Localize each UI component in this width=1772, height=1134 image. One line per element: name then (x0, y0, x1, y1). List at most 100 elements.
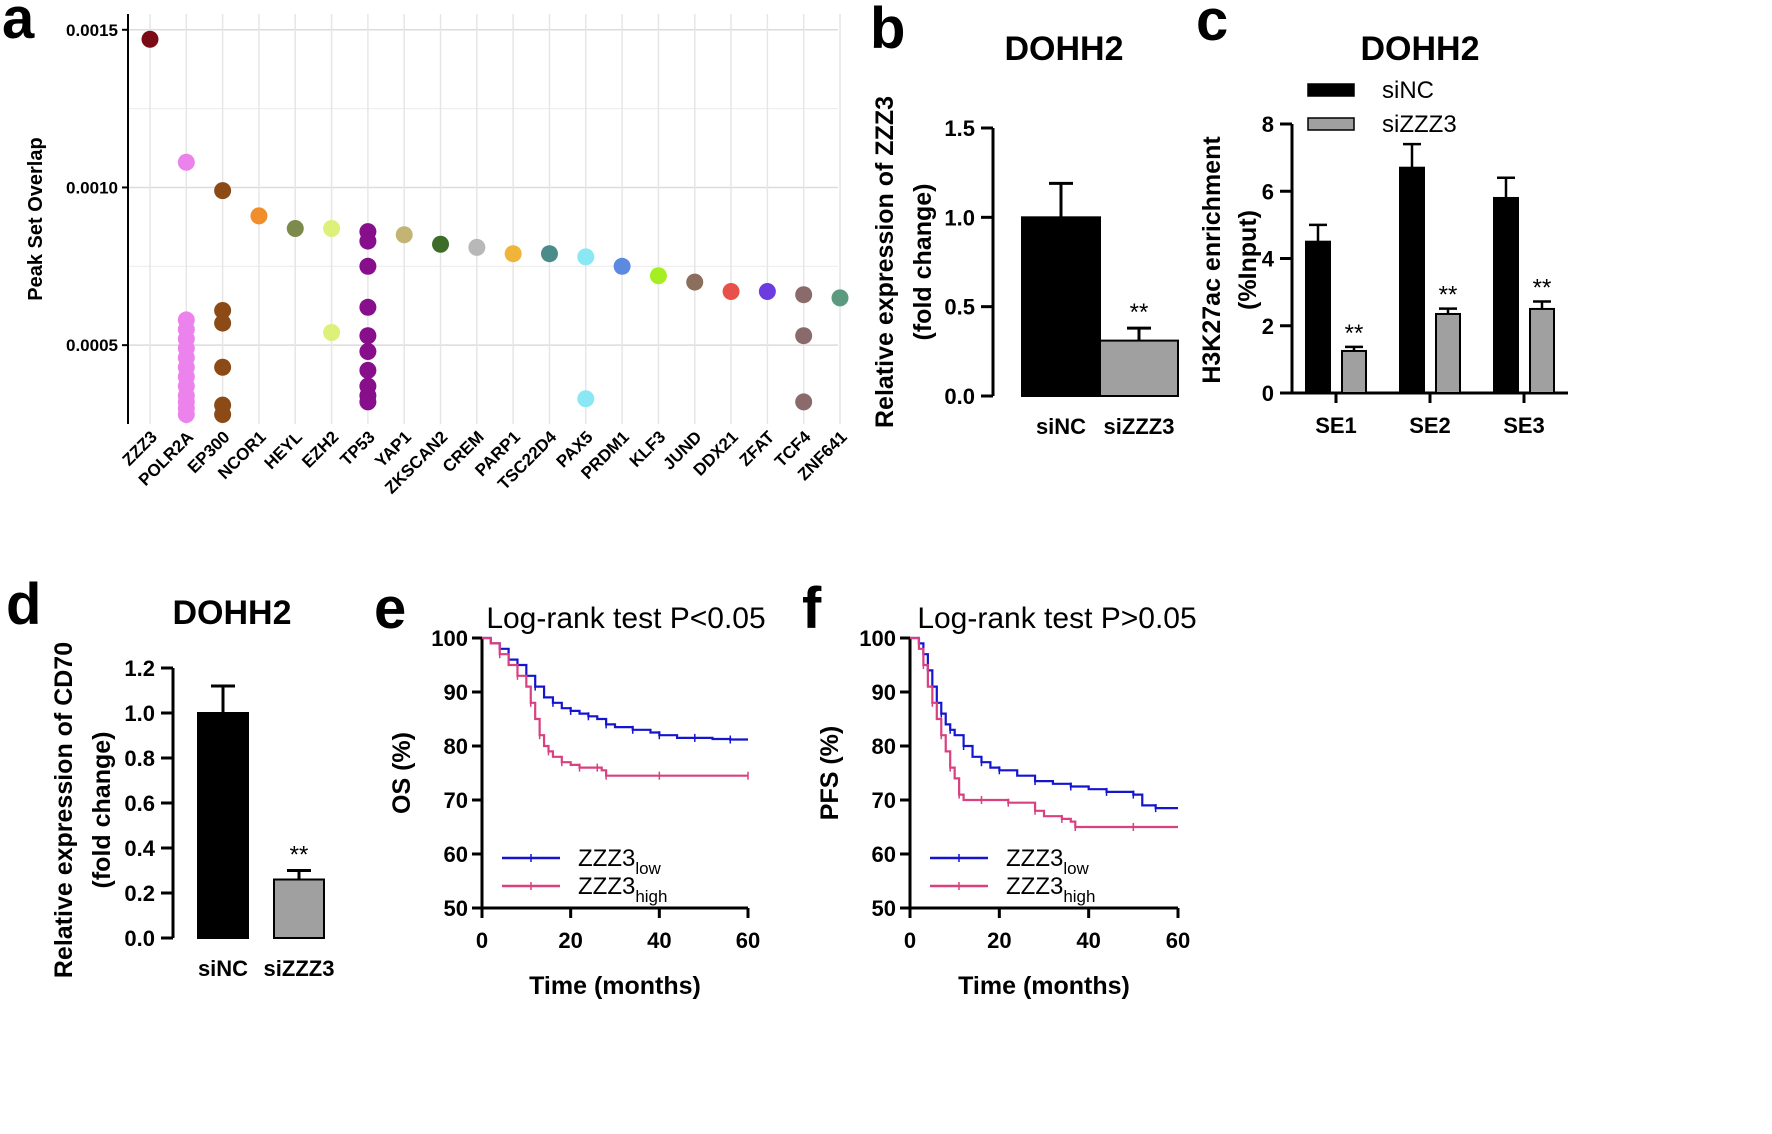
y-tick-label-c-0: 0 (1262, 381, 1274, 406)
dot-TP53-1 (359, 232, 377, 250)
dot-PAX5-1 (577, 390, 595, 408)
y-tick-label-d-3: 0.6 (124, 791, 155, 816)
y-tick-label-b-0: 0.0 (944, 384, 975, 409)
y-tick-label-d-5: 1.0 (124, 701, 155, 726)
y-tick-label-c-2: 4 (1262, 247, 1275, 272)
dot-JUND-0 (686, 273, 704, 291)
x-tick-label-f-0: 0 (904, 928, 916, 953)
x-tick-label-a-ZFAT: ZFAT (736, 427, 779, 470)
x-axis-label-f: Time (months) (958, 972, 1130, 1000)
y-tick-label-e-0: 50 (444, 896, 468, 921)
y-tick-label-c-1: 2 (1262, 314, 1274, 339)
panel-b-bar-chart: DOHH2 0.0 0.5 1.0 1.5 siNC ** siZZZ3 Relative ex… (871, 30, 1179, 439)
x-tick-label-a-HEYL: HEYL (261, 427, 306, 472)
sig-d-siZZZ3: ** (290, 842, 309, 869)
dot-YAP1-0 (395, 226, 413, 244)
y-tick-label-b-2: 1.0 (944, 205, 975, 230)
bar-b-siNC (1021, 216, 1101, 397)
y-tick-label-e-1: 60 (444, 842, 468, 867)
panel-label-e: e (374, 576, 406, 641)
x-tick-label-e-3: 60 (736, 928, 760, 953)
y-axis-label-f: PFS (%) (816, 726, 844, 820)
panel-label-b: b (870, 0, 905, 61)
legend-subscript-e-low: low (635, 859, 661, 878)
bar-d-siZZZ3 (273, 878, 325, 939)
x-tick-label-c-SE1: SE1 (1315, 413, 1357, 438)
dot-NCOR1-0 (250, 207, 268, 225)
dot-EZH2-1 (323, 324, 341, 342)
y-tick-label-a-2: 0.0015 (66, 21, 118, 40)
dot-EP300-1 (214, 301, 232, 319)
sig-c-SE2: ** (1439, 282, 1458, 309)
km-line-f-low (910, 636, 1178, 810)
x-tick-label-f-1: 20 (987, 928, 1011, 953)
y-tick-label-f-4: 90 (872, 680, 896, 705)
x-tick-label-d-siNC: siNC (198, 956, 248, 981)
y-tick-label-d-1: 0.2 (124, 881, 155, 906)
y-tick-label-c-3: 6 (1262, 179, 1274, 204)
bar-d-siNC (197, 712, 249, 939)
dot-EZH2-0 (323, 219, 341, 237)
panel-label-a: a (2, 0, 35, 51)
y-axis-label-a: Peak Set Overlap (25, 137, 47, 300)
panel-label-c: c (1196, 0, 1228, 53)
dot-EP300-0 (214, 182, 232, 200)
sig-c-SE3: ** (1533, 275, 1552, 302)
dot-EP300-3 (214, 358, 232, 376)
x-tick-label-a-EZH2: EZH2 (298, 427, 342, 471)
dot-KLF3-0 (649, 267, 667, 285)
dot-CREM-0 (468, 238, 486, 256)
panel-label-f: f (802, 576, 822, 641)
x-tick-label-c-SE2: SE2 (1409, 413, 1451, 438)
dot-TP53-6 (359, 361, 377, 379)
legend-label-c-siZZZ3: siZZZ3 (1382, 111, 1457, 138)
bar-c-SE3-siNC (1493, 196, 1519, 394)
y-tick-label-f-1: 60 (872, 842, 896, 867)
title-c: DOHH2 (1360, 30, 1479, 68)
y-axis-label-d-0: Relative expression of CD70 (50, 642, 78, 978)
dot-EP300-2 (214, 314, 232, 332)
x-tick-label-b-siZZZ3: siZZZ3 (1104, 414, 1175, 439)
dot-TP53-3 (359, 298, 377, 316)
y-tick-label-d-2: 0.4 (124, 836, 155, 861)
bar-c-SE2-siZZZ3 (1435, 312, 1461, 395)
y-axis-label-d-1: (fold change) (88, 732, 116, 889)
legend-subscript-f-low: low (1063, 859, 1089, 878)
y-axis-label-e: OS (%) (388, 732, 416, 814)
x-tick-label-b-siNC: siNC (1036, 414, 1086, 439)
y-tick-label-e-4: 90 (444, 680, 468, 705)
title-d: DOHH2 (172, 594, 291, 632)
title-f: Log-rank test P>0.05 (917, 602, 1196, 635)
x-axis-label-e: Time (months) (529, 972, 701, 1000)
panel-label-d: d (6, 572, 41, 637)
title-e: Log-rank test P<0.05 (486, 602, 765, 635)
dot-ZFAT-0 (758, 283, 776, 301)
dot-PAX5-0 (577, 248, 595, 266)
y-tick-label-d-4: 0.8 (124, 746, 155, 771)
y-tick-label-f-0: 50 (872, 896, 896, 921)
y-tick-label-c-4: 8 (1262, 112, 1274, 137)
dot-TSC22D4-0 (540, 245, 558, 263)
dot-POLR2A-0 (177, 153, 195, 171)
dot-ZZZ3-0 (141, 30, 159, 48)
y-tick-label-e-3: 80 (444, 734, 468, 759)
x-tick-label-f-2: 40 (1076, 928, 1100, 953)
y-tick-label-f-5: 100 (859, 626, 896, 651)
bar-c-SE2-siNC (1399, 166, 1425, 394)
x-tick-label-e-0: 0 (476, 928, 488, 953)
x-tick-label-e-2: 40 (647, 928, 671, 953)
dot-TP53-4 (359, 327, 377, 345)
y-tick-label-e-5: 100 (431, 626, 468, 651)
x-tick-label-c-SE3: SE3 (1503, 413, 1545, 438)
y-tick-label-e-2: 70 (444, 788, 468, 813)
legend-subscript-e-high: high (635, 887, 667, 906)
y-axis-label-c-0: H3K27ac enrichment (1198, 136, 1226, 384)
sig-b-siZZZ3: ** (1130, 299, 1149, 326)
y-tick-label-b-3: 1.5 (944, 116, 975, 141)
km-line-e-high (482, 636, 748, 777)
y-tick-label-f-3: 80 (872, 734, 896, 759)
panel-e-survival-chart: Log-rank test P<0.05 50 60 70 80 90 100 0 20 40 60… (388, 602, 766, 1000)
legend-subscript-f-high: high (1063, 887, 1095, 906)
y-tick-label-f-2: 70 (872, 788, 896, 813)
